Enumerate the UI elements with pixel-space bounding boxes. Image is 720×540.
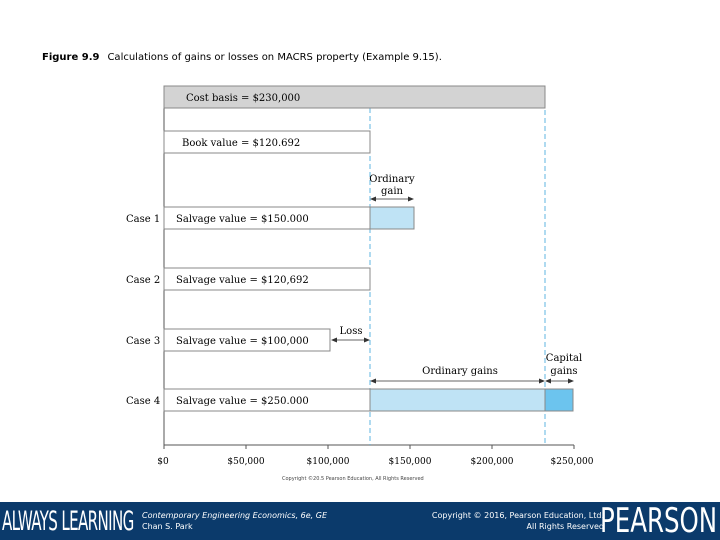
case-4-name: Case 4 — [126, 396, 160, 407]
figure-number: Figure 9.9 — [42, 52, 100, 63]
ordinary-gain-label-2: gain — [381, 186, 404, 197]
ordinary-gains-arrowhead-left — [370, 378, 376, 384]
tick-label: $0 — [157, 457, 169, 467]
tick-label: $150,000 — [389, 457, 432, 467]
cost-basis-label: Cost basis = $230,000 — [186, 93, 300, 104]
case-1-name: Case 1 — [126, 214, 160, 225]
loss-arrowhead-right — [364, 337, 370, 343]
tick-label: $250,000 — [551, 457, 594, 467]
capital-gains-arrowhead-left — [545, 378, 551, 384]
always-learning-logo: ALWAYS LEARNING — [2, 504, 140, 540]
always-learning-text: ALWAYS LEARNING — [2, 506, 134, 537]
loss-label: Loss — [340, 326, 363, 337]
book-value-label: Book value = $120.692 — [182, 138, 300, 149]
figure-caption: Figure 9.9 Calculations of gains or losse… — [42, 52, 442, 63]
case-2-label: Salvage value = $120,692 — [176, 275, 309, 286]
loss-arrowhead-left — [331, 337, 337, 343]
ordinary-gains-label: Ordinary gains — [422, 366, 498, 377]
book-info: Contemporary Engineering Economics, 6e, … — [142, 510, 327, 532]
tick-label: $100,000 — [307, 457, 350, 467]
book-author: Chan S. Park — [142, 522, 193, 531]
case-3-bar — [163, 328, 331, 352]
ordinary-gain-label-1: Ordinary — [369, 174, 415, 185]
case-3-name: Case 3 — [126, 336, 160, 347]
capital-gains-label-1: Capital — [546, 353, 582, 364]
case-3-label: Salvage value = $100,000 — [176, 336, 309, 347]
case-4-label: Salvage value = $250.000 — [176, 396, 309, 407]
ordinary-gains-arrowhead-right — [539, 378, 545, 384]
case-2-name: Case 2 — [126, 275, 160, 286]
figure-copyright: Copyright ©20.5 Pearson Education, All R… — [282, 476, 424, 482]
figure-caption-text: Calculations of gains or losses on MACRS… — [107, 52, 442, 63]
capital-gains-label-2: gains — [550, 366, 577, 377]
case-4-ordinary-gain-bar — [369, 388, 546, 412]
case-1-label: Salvage value = $150.000 — [176, 214, 309, 225]
ordinary-gain-arrowhead-right — [408, 196, 414, 202]
pearson-logo: PEARSON — [600, 502, 718, 540]
copyright-line-1: Copyright © 2016, Pearson Education, Ltd… — [431, 511, 604, 520]
book-value-bar — [163, 130, 371, 154]
cost-basis-bar — [163, 85, 546, 109]
x-axis-ticks — [163, 445, 575, 449]
book-title: Contemporary Engineering Economics, 6e, … — [142, 511, 328, 520]
case-1-gain-bar — [369, 206, 415, 230]
pearson-text: PEARSON — [600, 502, 718, 540]
case-2-bar — [163, 267, 371, 291]
capital-gains-arrowhead-right — [568, 378, 574, 384]
footer-copyright: Copyright © 2016, Pearson Education, Ltd… — [432, 510, 604, 532]
tick-label: $200,000 — [471, 457, 514, 467]
copyright-line-2: All Rights Reserved — [526, 522, 604, 531]
footer-bar: ALWAYS LEARNING Contemporary Engineering… — [0, 502, 720, 540]
ordinary-gain-arrowhead-left — [370, 196, 376, 202]
tick-label: $50,000 — [227, 457, 264, 467]
case-4-capital-gain-bar — [544, 388, 574, 412]
